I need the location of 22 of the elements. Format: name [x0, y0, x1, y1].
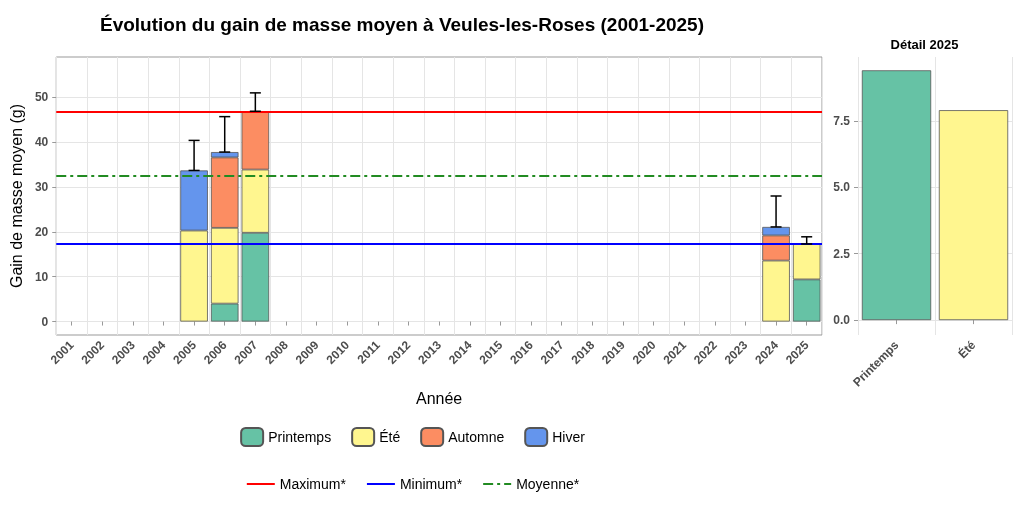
legend-label: Automne [448, 429, 505, 445]
chart-title: Détail 2025 [890, 37, 959, 52]
legend-label: Printemps [268, 429, 332, 445]
y-tick-label: 10 [34, 269, 49, 284]
y-tick-label: 50 [34, 90, 49, 105]
y-tick-label: 40 [34, 135, 49, 150]
legend-label: Hiver [552, 429, 586, 445]
y-axis-title: Gain de masse moyen (g) [7, 103, 25, 289]
y-tick-label: 30 [34, 180, 49, 195]
y-tick-label: 7.5 [833, 113, 851, 128]
y-tick-label: 5.0 [833, 180, 851, 195]
y-tick-label: 0.0 [833, 313, 851, 328]
y-tick-label: 20 [34, 224, 49, 239]
chart-title: Évolution du gain de masse moyen à Veules-les-Roses (2001-2025) [100, 14, 705, 35]
legend-label: Maximum* [279, 476, 347, 492]
legend-label: Moyenne* [516, 476, 580, 492]
legend-label: Minimum* [399, 476, 463, 492]
y-tick-label: 0 [41, 314, 49, 329]
x-tick-label: Été [954, 337, 979, 362]
y-tick-label: 2.5 [833, 246, 851, 261]
x-axis-title: Année [415, 389, 463, 407]
legend-label: Été [379, 429, 401, 445]
